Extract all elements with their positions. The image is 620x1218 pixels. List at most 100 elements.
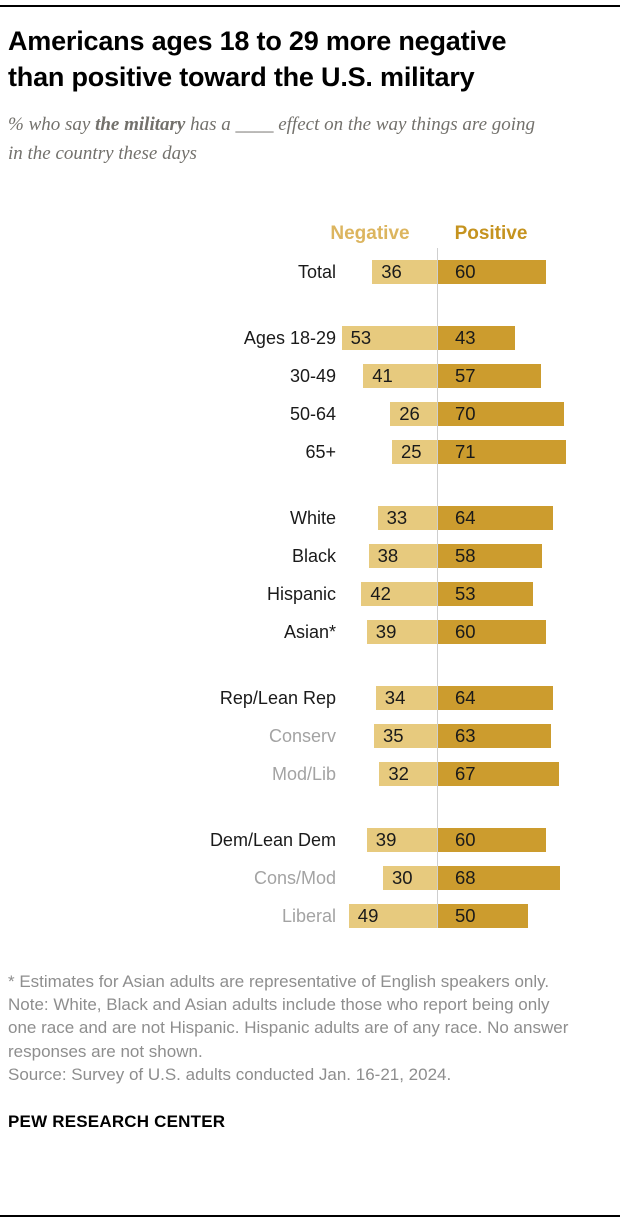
row-label: Hispanic — [266, 584, 336, 605]
subtitle-emphasis: the military — [95, 114, 186, 136]
negative-value: 39 — [375, 829, 397, 850]
negative-value: 53 — [350, 327, 372, 348]
positive-value: 53 — [455, 583, 476, 604]
positive-value: 64 — [455, 507, 476, 528]
chart-row: Mod/Lib 32 67 — [0, 762, 620, 787]
positive-bar: 60 — [438, 828, 546, 853]
chart-row: Cons/Mod 30 68 — [0, 866, 620, 891]
legend-positive-label: Positive — [454, 223, 528, 245]
negative-value: 33 — [386, 507, 408, 528]
negative-bar: 32 — [379, 762, 437, 787]
positive-bar: 43 — [438, 326, 516, 351]
row-label: Dem/Lean Dem — [209, 830, 336, 851]
chart-row: Hispanic 42 53 — [0, 582, 620, 607]
legend-negative-label: Negative — [330, 223, 410, 245]
negative-value: 38 — [377, 545, 399, 566]
negative-value: 34 — [384, 687, 406, 708]
negative-bar: 41 — [363, 364, 437, 389]
chart-legend: Negative Positive — [0, 222, 620, 246]
negative-value: 39 — [375, 621, 397, 642]
positive-bar: 64 — [438, 686, 554, 711]
row-label: Asian* — [283, 622, 336, 643]
chart-row: 65+ 25 71 — [0, 440, 620, 465]
row-label: White — [289, 508, 336, 529]
positive-bar: 67 — [438, 762, 559, 787]
positive-value: 68 — [455, 867, 476, 888]
positive-bar: 58 — [438, 544, 543, 569]
negative-bar: 26 — [390, 402, 437, 427]
negative-value: 36 — [381, 261, 402, 282]
positive-value: 63 — [455, 725, 476, 746]
chart-row: Black 38 58 — [0, 544, 620, 569]
negative-bar: 30 — [383, 866, 437, 891]
chart-subtitle: % who say the military has a ____ effect… — [0, 95, 580, 168]
negative-bar: 39 — [366, 828, 437, 853]
negative-bar: 36 — [372, 260, 437, 285]
row-label: Ages 18-29 — [243, 328, 336, 349]
footnote-note: Note: White, Black and Asian adults incl… — [8, 995, 569, 1061]
positive-value: 60 — [455, 621, 476, 642]
negative-value: 49 — [357, 905, 379, 926]
chart-row: Liberal 49 50 — [0, 904, 620, 929]
brand-pew-research-center: PEW RESEARCH CENTER — [8, 1111, 226, 1131]
positive-bar: 50 — [438, 904, 528, 929]
row-label: Total — [297, 262, 336, 283]
row-label: Black — [291, 546, 336, 567]
footnote-asterisk: * Estimates for Asian adults are represe… — [8, 972, 550, 992]
negative-bar: 42 — [361, 582, 437, 607]
positive-value: 67 — [455, 763, 476, 784]
title-line-1: Americans ages 18 to 29 more negative — [8, 26, 507, 56]
negative-bar: 25 — [392, 440, 437, 465]
positive-value: 43 — [455, 327, 476, 348]
negative-value: 35 — [383, 725, 404, 746]
negative-bar: 35 — [374, 724, 437, 749]
positive-value: 64 — [455, 687, 476, 708]
chart-row: 30-49 41 57 — [0, 364, 620, 389]
chart-row: 50-64 26 70 — [0, 402, 620, 427]
chart-rows: Total 36 60 Ages 18-29 53 43 30-49 41 57 50-64 26 7… — [0, 248, 620, 929]
positive-value: 57 — [455, 365, 476, 386]
chart-row: Total 36 60 — [0, 260, 620, 285]
row-label: Mod/Lib — [271, 764, 336, 785]
row-label: Conserv — [268, 726, 336, 747]
negative-value: 42 — [370, 583, 391, 604]
negative-bar: 53 — [341, 326, 437, 351]
positive-value: 71 — [455, 441, 476, 462]
row-label: 50-64 — [289, 404, 336, 425]
negative-bar: 49 — [348, 904, 437, 929]
positive-bar: 60 — [438, 260, 546, 285]
chart-row: Asian* 39 60 — [0, 620, 620, 645]
center-divider — [437, 248, 438, 929]
subtitle-prefix: % who say — [8, 114, 96, 136]
negative-value: 41 — [372, 365, 393, 386]
chart-row: Rep/Lean Rep 34 64 — [0, 686, 620, 711]
negative-bar: 39 — [366, 620, 437, 645]
row-label: Rep/Lean Rep — [219, 688, 336, 709]
negative-bar: 34 — [375, 686, 437, 711]
chart-row: White 33 64 — [0, 506, 620, 531]
positive-value: 60 — [455, 829, 476, 850]
footnote-source: Source: Survey of U.S. adults conducted … — [8, 1064, 452, 1084]
positive-bar: 71 — [438, 440, 566, 465]
positive-bar: 53 — [438, 582, 534, 607]
positive-bar: 57 — [438, 364, 541, 389]
positive-bar: 60 — [438, 620, 546, 645]
negative-bar: 38 — [368, 544, 437, 569]
positive-value: 58 — [455, 545, 476, 566]
diverging-bar-chart: Negative Positive Total 36 60 Ages 18-29 53 4… — [0, 222, 620, 929]
subtitle-suffix: has a ____ effect on the way things are … — [8, 114, 536, 164]
positive-value: 50 — [455, 905, 476, 926]
row-label: 30-49 — [289, 366, 336, 387]
row-label: Liberal — [281, 906, 336, 927]
bottom-rule — [0, 1215, 620, 1217]
positive-bar: 70 — [438, 402, 564, 427]
page-title: Americans ages 18 to 29 more negative th… — [0, 0, 620, 95]
positive-bar: 68 — [438, 866, 561, 891]
footnotes: * Estimates for Asian adults are represe… — [0, 928, 620, 1086]
negative-bar: 33 — [377, 506, 437, 531]
chart-row: Dem/Lean Dem 39 60 — [0, 828, 620, 853]
negative-value: 25 — [401, 441, 422, 462]
chart-row: Ages 18-29 53 43 — [0, 326, 620, 351]
title-line-2: than positive toward the U.S. military — [8, 61, 475, 92]
